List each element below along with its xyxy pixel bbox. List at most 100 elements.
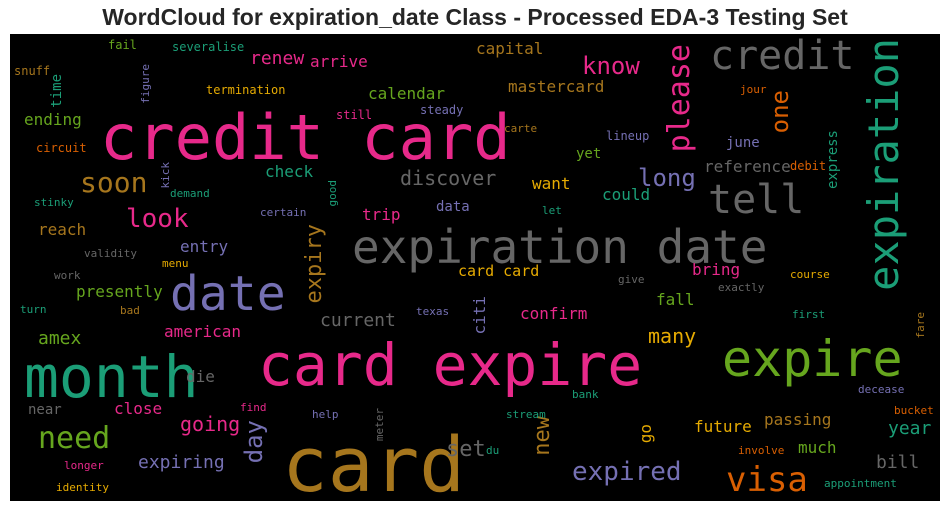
word-cloud-term: calendar	[368, 84, 446, 103]
word-cloud-term: near	[28, 402, 62, 418]
word-cloud-term: identity	[56, 481, 109, 494]
word-cloud-term: please	[662, 44, 697, 153]
word-cloud-term: amex	[38, 328, 82, 349]
word-cloud-term: new	[530, 416, 555, 456]
word-cloud-term: citi	[470, 296, 489, 335]
word-cloud-term: credit	[710, 34, 855, 79]
word-cloud-term: ending	[24, 110, 82, 129]
word-cloud-term: one	[766, 90, 794, 134]
word-cloud-term: reference	[704, 157, 791, 176]
word-cloud-term: debit	[790, 159, 827, 173]
word-cloud-term: appointment	[824, 477, 897, 490]
word-cloud-term: arrive	[310, 52, 368, 71]
word-cloud-term: time	[49, 74, 65, 108]
word-cloud-term: close	[114, 399, 163, 418]
word-cloud-term: jour	[740, 83, 767, 96]
word-cloud-term: give	[618, 273, 645, 286]
word-cloud-term: kick	[159, 162, 172, 189]
word-cloud-term: bring	[692, 260, 741, 279]
word-cloud-term: good	[326, 180, 339, 207]
word-cloud-term: confirm	[520, 304, 588, 323]
word-cloud-term: going	[180, 412, 241, 436]
word-cloud-term: american	[164, 322, 242, 341]
word-cloud-term: circuit	[36, 141, 87, 155]
word-cloud-term: fail	[108, 38, 137, 52]
word-cloud-term: passing	[764, 410, 832, 429]
word-cloud-term: go	[636, 424, 655, 444]
word-cloud-term: data	[436, 199, 470, 215]
word-cloud-term: fall	[656, 290, 695, 309]
word-cloud-term: stream	[506, 408, 546, 421]
word-cloud-term: still	[336, 108, 373, 122]
word-cloud-term: bucket	[894, 404, 934, 417]
word-cloud-term: validity	[84, 247, 137, 260]
word-cloud-term: reach	[38, 220, 87, 239]
word-cloud-term: course	[790, 268, 830, 281]
word-cloud-term: certain	[260, 206, 307, 219]
word-cloud-term: current	[320, 310, 396, 331]
word-cloud-term: bill	[876, 452, 920, 473]
word-cloud-term: steady	[420, 103, 464, 117]
word-cloud-term: bank	[572, 388, 599, 401]
word-cloud-term: bad	[120, 304, 140, 317]
word-cloud-term: longer	[64, 459, 104, 472]
word-cloud-term: much	[798, 438, 837, 457]
word-cloud-term: snuff	[14, 64, 51, 78]
word-cloud-term: du	[486, 444, 500, 457]
word-cloud-term: trip	[362, 205, 401, 224]
word-cloud-term: card expire	[258, 331, 643, 399]
word-cloud-term: find	[240, 401, 267, 414]
word-cloud-term: many	[648, 324, 697, 348]
word-cloud-term: future	[694, 417, 752, 436]
word-cloud-term: check	[265, 162, 314, 181]
word-cloud-term: yet	[576, 146, 602, 162]
word-cloud-term: mastercard	[508, 77, 605, 96]
word-cloud-term: demand	[170, 187, 210, 200]
word-cloud-term: texas	[416, 305, 450, 318]
word-cloud-term: month	[24, 343, 199, 411]
word-cloud-term: menu	[162, 257, 189, 270]
word-cloud-term: exactly	[718, 281, 765, 294]
word-cloud-term: express	[825, 130, 841, 190]
word-cloud-term: work	[54, 269, 81, 282]
word-cloud-term: expire	[722, 330, 903, 388]
word-cloud-term: tell	[708, 177, 805, 223]
word-cloud-term: expiring	[138, 452, 225, 473]
word-cloud-term: let	[542, 204, 562, 217]
word-cloud-term: date	[170, 266, 286, 322]
word-cloud-term: day	[240, 420, 268, 464]
word-cloud-term: severalise	[172, 40, 245, 54]
chart-title: WordCloud for expiration_date Class - Pr…	[102, 4, 848, 30]
word-cloud-term: expired	[572, 457, 682, 487]
word-cloud-canvas: card expire card credit card month expire exp…	[10, 34, 940, 501]
word-cloud-term: expiration	[859, 38, 908, 291]
word-cloud-term: involve	[738, 444, 785, 457]
word-cloud-term: termination	[206, 83, 286, 97]
word-cloud-term: know	[582, 52, 640, 80]
word-cloud-term: could	[602, 185, 651, 204]
word-cloud-term: help	[312, 408, 339, 421]
word-cloud-term: capital	[476, 39, 544, 58]
word-cloud-term: fare	[914, 312, 927, 339]
word-cloud-term: soon	[80, 166, 148, 199]
word-cloud-term: die	[186, 367, 215, 386]
word-cloud-term: card card	[458, 262, 540, 280]
word-cloud-term: turn	[20, 303, 47, 316]
word-cloud-term: meter	[373, 408, 386, 442]
word-cloud-term: june	[726, 135, 760, 151]
word-cloud-term: year	[888, 418, 932, 439]
word-cloud-term: credit card	[100, 101, 511, 174]
word-cloud-term: look	[126, 204, 189, 234]
word-cloud-term: visa	[726, 460, 808, 500]
word-cloud-term: decease	[858, 383, 905, 396]
word-cloud-term: lineup	[606, 129, 650, 143]
word-cloud-term: want	[532, 174, 571, 193]
word-cloud-term: need	[38, 421, 111, 456]
word-cloud-term: first	[792, 308, 826, 321]
word-cloud-term: expiry	[302, 224, 327, 304]
word-cloud-term: carte	[504, 122, 538, 135]
word-cloud-term: discover	[400, 166, 497, 190]
word-cloud-term: entry	[180, 237, 229, 256]
word-cloud-term: set	[446, 437, 486, 462]
word-cloud-term: expiration date	[352, 220, 768, 274]
